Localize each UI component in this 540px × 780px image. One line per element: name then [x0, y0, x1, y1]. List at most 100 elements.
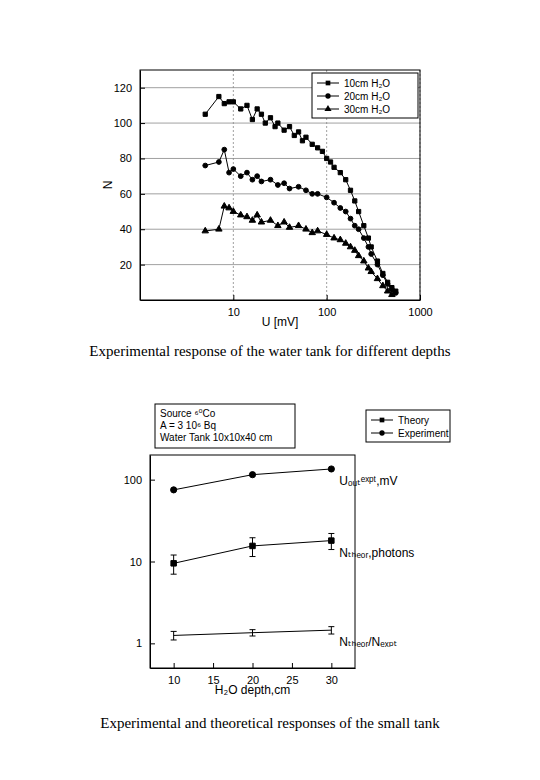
tick-label: 120 [114, 82, 132, 94]
data-point [332, 165, 336, 169]
tick-mark [150, 643, 155, 644]
error-bar [250, 538, 256, 557]
data-point [389, 291, 395, 297]
tick-label: 1000 [408, 306, 432, 318]
data-point [328, 160, 332, 164]
data-point [250, 543, 255, 548]
data-point [227, 170, 232, 175]
data-point [245, 170, 250, 175]
legend-marker [326, 81, 331, 86]
data-point [384, 287, 390, 293]
page: 10100100020406080100120U [mV]N10cm H₂O20… [0, 0, 540, 780]
data-point [338, 170, 342, 174]
tick-mark [140, 194, 145, 195]
data-point [380, 282, 386, 288]
data-point [380, 273, 385, 278]
tick-label: 60 [120, 188, 132, 200]
text-box-line: A = 3 10⁶ Bq [160, 420, 216, 431]
data-point [296, 130, 300, 134]
data-point [203, 112, 207, 116]
data-point [366, 245, 371, 250]
data-point [331, 234, 337, 240]
tick-mark [327, 295, 328, 300]
legend-marker [325, 93, 330, 98]
data-point [276, 121, 280, 125]
data-point [255, 107, 259, 111]
data-point [310, 191, 315, 196]
tick: 10 [168, 663, 180, 686]
legend-frame [366, 410, 450, 442]
tick: 10 [228, 295, 240, 318]
tick-mark [150, 480, 155, 481]
tick: 100 [318, 295, 336, 318]
tick-label: 10 [168, 674, 180, 686]
text-box-line: Water Tank 10x10x40 cm [160, 432, 272, 443]
data-point [292, 133, 296, 137]
tick: 10 [130, 556, 155, 568]
legend-label: 20cm H₂O [344, 91, 390, 102]
data-point [282, 128, 286, 132]
tick-mark [292, 663, 293, 668]
axis-line [151, 668, 356, 669]
error-bar [328, 627, 334, 634]
data-point [226, 204, 232, 210]
data-point [250, 117, 254, 121]
data-point [287, 124, 291, 128]
tick: 120 [114, 82, 145, 94]
x-axis-title: H₂O depth,cm [215, 683, 290, 697]
data-point [314, 227, 320, 233]
data-point [171, 487, 177, 493]
tick-mark [233, 295, 234, 300]
tick-mark [140, 88, 145, 89]
chart: 10100100020406080100120U [mV]N10cm H₂O20… [89, 70, 450, 359]
axis-line [141, 300, 421, 301]
data-point [202, 227, 208, 233]
data-point [287, 186, 292, 191]
y-axis: 20406080100120 [114, 71, 145, 301]
data-point [255, 174, 260, 179]
data-point [343, 209, 348, 214]
tick-label: 10 [130, 556, 142, 568]
tick: 100 [124, 474, 155, 486]
data-point [275, 222, 281, 228]
data-point [366, 236, 370, 240]
data-point [296, 184, 301, 189]
data-point [275, 183, 280, 188]
data-point [355, 252, 361, 258]
data-point [338, 206, 343, 211]
data-point [249, 217, 255, 223]
grid-line-y [140, 229, 420, 230]
error-bar [250, 630, 256, 636]
data-point [263, 121, 267, 125]
data-point [231, 100, 235, 104]
legend-frame [312, 73, 418, 118]
plot-frame [150, 455, 355, 668]
tick: 20 [120, 259, 145, 271]
grid [140, 70, 420, 300]
data-point [268, 177, 273, 182]
legend-marker [324, 105, 331, 111]
data-point [216, 226, 222, 232]
plot-area [171, 466, 335, 640]
tick-label: 10 [228, 306, 240, 318]
tick-mark [253, 663, 254, 668]
tick-label: 1 [136, 637, 142, 649]
caption: Experimental and theoretical responses o… [100, 715, 440, 731]
data-point [310, 142, 314, 146]
series-line [205, 206, 392, 294]
data-point [231, 167, 236, 172]
error-bar [171, 631, 177, 640]
legend-label: Theory [398, 415, 429, 426]
data-point [237, 211, 243, 217]
plot-area [202, 94, 398, 296]
annotation: Uₒᵤₜᵉˣᵖᵗ,mV [339, 474, 397, 488]
tick-label: 100 [318, 306, 336, 318]
data-point [171, 561, 176, 566]
data-point [332, 200, 337, 205]
legend: 10cm H₂O20cm H₂O30cm H₂O [312, 73, 418, 118]
data-point [203, 163, 208, 168]
data-point [244, 213, 250, 219]
data-point [295, 222, 301, 228]
data-point [323, 231, 329, 237]
data-point [356, 227, 361, 232]
